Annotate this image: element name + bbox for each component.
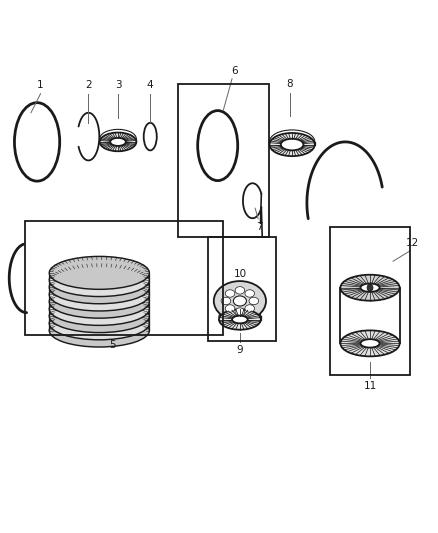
Ellipse shape (49, 271, 149, 304)
Ellipse shape (232, 316, 248, 324)
Bar (178, 84, 269, 237)
Text: 1: 1 (37, 80, 44, 90)
Ellipse shape (49, 314, 149, 347)
Ellipse shape (249, 297, 258, 305)
Bar (25, 221, 223, 335)
Ellipse shape (340, 274, 399, 301)
Ellipse shape (49, 293, 149, 325)
Text: 8: 8 (286, 79, 293, 89)
Ellipse shape (49, 256, 149, 289)
Ellipse shape (225, 290, 235, 297)
Ellipse shape (219, 309, 261, 330)
Ellipse shape (235, 308, 245, 316)
Text: 7: 7 (256, 222, 263, 232)
Ellipse shape (100, 133, 136, 151)
Text: 9: 9 (237, 345, 243, 355)
Ellipse shape (235, 287, 245, 294)
Ellipse shape (225, 305, 235, 312)
Ellipse shape (360, 284, 380, 292)
Ellipse shape (49, 285, 149, 318)
Ellipse shape (281, 139, 304, 150)
Bar (208, 237, 276, 341)
Ellipse shape (49, 264, 149, 296)
Text: 11: 11 (364, 381, 377, 391)
Ellipse shape (245, 305, 254, 312)
Ellipse shape (49, 300, 149, 333)
Ellipse shape (214, 281, 266, 321)
Text: 5: 5 (109, 340, 116, 350)
Ellipse shape (360, 339, 380, 348)
Ellipse shape (49, 307, 149, 340)
Ellipse shape (49, 278, 149, 311)
Text: 3: 3 (115, 80, 121, 90)
Ellipse shape (340, 330, 399, 357)
Text: 12: 12 (406, 238, 419, 248)
Ellipse shape (221, 297, 231, 305)
Ellipse shape (110, 138, 126, 146)
Bar (330, 227, 410, 375)
Text: 10: 10 (233, 269, 247, 279)
Ellipse shape (233, 296, 247, 306)
Text: 4: 4 (147, 80, 154, 90)
Circle shape (367, 284, 373, 291)
Ellipse shape (245, 290, 254, 297)
Ellipse shape (269, 133, 315, 156)
Text: 6: 6 (231, 66, 237, 76)
Text: 2: 2 (85, 80, 92, 90)
